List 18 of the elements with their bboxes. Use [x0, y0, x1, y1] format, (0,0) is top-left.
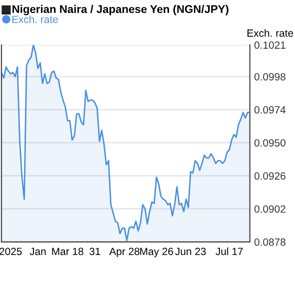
- x-tick-label: 2025: [0, 248, 22, 256]
- x-tick-label: Jul 17: [216, 247, 243, 256]
- y-axis-title: Exch. rate: [247, 29, 294, 37]
- y-tick-label: 0.0902: [254, 205, 286, 213]
- x-tick-label: Jan: [30, 248, 46, 256]
- x-tick-label: Jun 23: [175, 248, 206, 256]
- chart-title: Nigerian Naira / Japanese Yen (NGN/JPY): [12, 4, 228, 16]
- y-tick-label: 0.1021: [254, 41, 286, 49]
- y-tick-label: 0.0974: [254, 106, 286, 114]
- y-tick-label: 0.0878: [254, 238, 286, 246]
- legend-label: Exch. rate: [12, 15, 58, 24]
- x-tick-label: Apr 28: [109, 248, 140, 258]
- x-tick-label: 31: [90, 248, 100, 256]
- y-tick-label: 0.0998: [254, 73, 286, 80]
- x-tick-label: Mar 18: [52, 248, 84, 256]
- y-tick-label: 0.0950: [254, 139, 286, 147]
- y-tick-label: 0.0926: [254, 172, 286, 180]
- x-tick-label: May 26: [140, 248, 174, 258]
